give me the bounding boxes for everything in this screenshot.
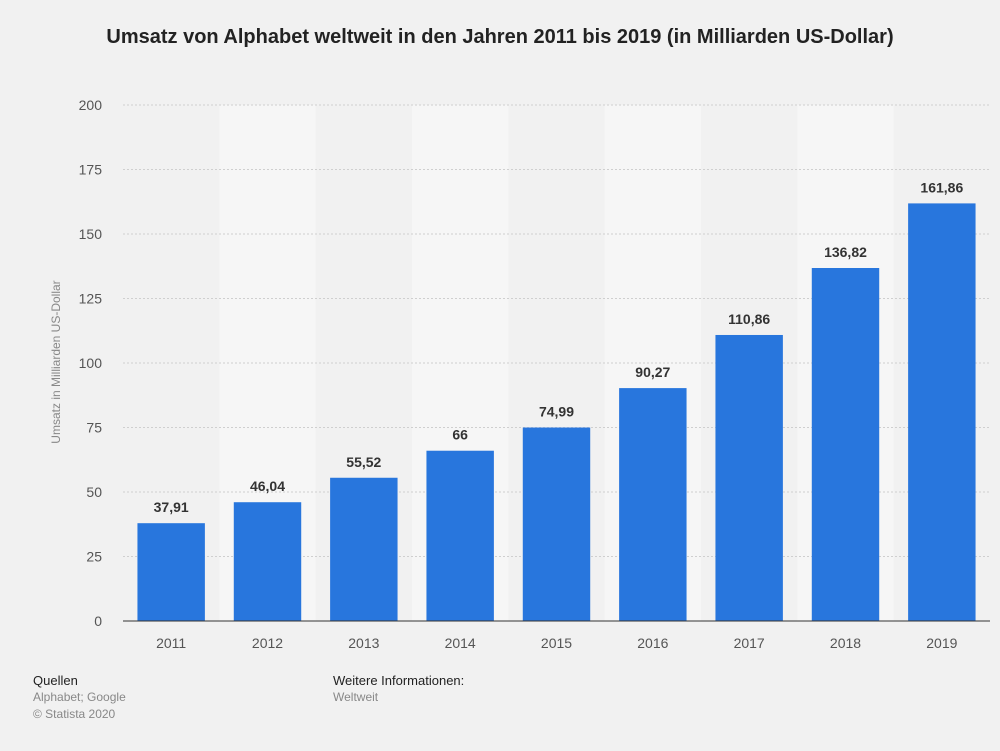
bar[interactable]	[908, 203, 976, 622]
x-tick-label: 2016	[637, 635, 668, 651]
copyright-text: © Statista 2020	[33, 707, 116, 721]
x-tick-label: 2015	[541, 635, 572, 651]
x-tick-label: 2017	[734, 635, 765, 651]
y-tick-label: 25	[86, 549, 102, 565]
bar[interactable]	[137, 523, 205, 621]
y-tick-label: 175	[79, 162, 103, 178]
bar-value-label: 37,91	[154, 499, 189, 515]
bar[interactable]	[426, 450, 494, 621]
x-tick-label: 2014	[445, 635, 476, 651]
bar-value-label: 136,82	[824, 244, 867, 260]
bar-value-label: 110,86	[728, 311, 770, 327]
y-tick-label: 200	[79, 97, 103, 113]
bar-value-label: 161,86	[920, 179, 963, 195]
x-tick-label: 2011	[156, 635, 186, 651]
bar[interactable]	[330, 477, 398, 621]
y-tick-label: 0	[94, 613, 102, 629]
bar[interactable]	[811, 268, 880, 621]
x-tick-label: 2019	[926, 635, 957, 651]
bar[interactable]	[522, 427, 591, 621]
y-tick-label: 100	[79, 355, 103, 371]
info-heading: Weitere Informationen:	[333, 673, 465, 688]
sources-heading: Quellen	[33, 673, 78, 688]
sources-block: Quellen Alphabet; Google © Statista 2020	[33, 672, 126, 723]
bar[interactable]	[619, 388, 687, 621]
x-tick-label: 2012	[252, 635, 283, 651]
bar[interactable]	[715, 334, 783, 621]
chart-title: Umsatz von Alphabet weltweit in den Jahr…	[106, 26, 894, 48]
bar-value-label: 46,04	[250, 478, 285, 494]
bar-value-label: 55,52	[346, 454, 381, 470]
y-tick-label: 125	[79, 291, 103, 307]
x-axis-ticks: 2011 2012 2013 2014 2015 2016 2017 2018 2019	[156, 635, 958, 651]
y-axis-label: Umsatz in Milliarden US-Dollar	[49, 280, 63, 443]
bars: 37,91 46,04 55,52 66 74,99 90,27 110,86 136,82 1…	[137, 179, 976, 622]
bar-value-label: 90,27	[635, 364, 670, 380]
y-tick-label: 150	[79, 226, 103, 242]
x-tick-label: 2018	[830, 635, 861, 651]
sources-text[interactable]: Alphabet; Google	[33, 690, 126, 704]
y-tick-label: 75	[86, 420, 102, 436]
y-axis-ticks: 0 25 50 75 100 125 150 175 200	[79, 97, 103, 629]
x-tick-label: 2013	[348, 635, 379, 651]
bar-value-label: 66	[452, 427, 468, 443]
bar[interactable]	[233, 502, 302, 621]
bar-value-label: 74,99	[539, 404, 574, 420]
info-text: Weltweit	[333, 690, 379, 704]
info-block: Weitere Informationen: Weltweit	[333, 672, 464, 706]
y-tick-label: 50	[86, 484, 102, 500]
